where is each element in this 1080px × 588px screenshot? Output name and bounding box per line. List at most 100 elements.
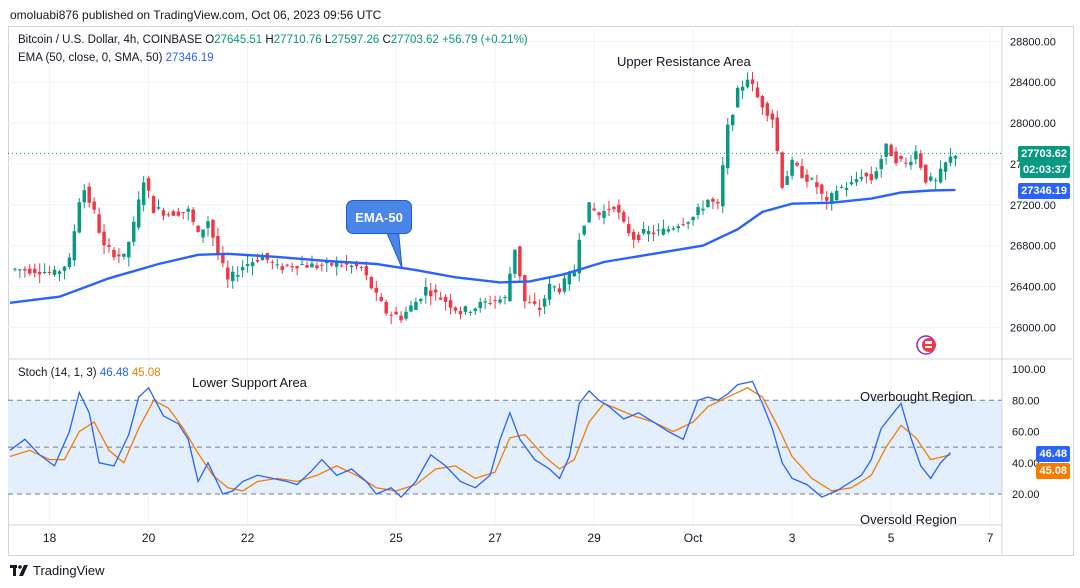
candle-body: [429, 290, 433, 297]
candle-body: [557, 288, 562, 293]
candle-body: [681, 224, 685, 226]
candle-body: [919, 153, 923, 168]
candle-body: [755, 87, 760, 98]
lower-support-label: Lower Support Area: [192, 375, 307, 390]
tradingview-logo-icon: [10, 564, 28, 576]
candle-body: [542, 298, 547, 307]
countdown-tag: 02:03:37: [1019, 162, 1070, 178]
candle-body: [775, 117, 779, 151]
candle-body: [656, 229, 661, 231]
oversold-label: Oversold Region: [860, 512, 957, 527]
ema-price-tag: 27346.19: [1018, 183, 1070, 199]
candle-body: [231, 271, 235, 282]
high-value: 27710.76: [273, 34, 322, 46]
candle-body: [523, 275, 527, 302]
candle-body: [943, 162, 948, 172]
candle-body: [191, 209, 195, 222]
candle-body: [216, 235, 220, 254]
candle-body: [795, 162, 799, 166]
candle-body: [156, 207, 161, 209]
publisher-line: omoluabi876 published on TradingView.com…: [10, 8, 382, 22]
candle-body: [82, 190, 86, 203]
candle-body: [839, 187, 844, 189]
ema-callout: EMA-50: [346, 200, 412, 234]
candle-body: [349, 265, 354, 268]
candle-body: [122, 253, 126, 257]
candle-body: [864, 172, 869, 177]
candle-body: [424, 286, 428, 296]
candle-body: [468, 311, 473, 313]
symbol-name: Bitcoin / U.S. Dollar, 4h, COINBASE: [18, 34, 203, 46]
candle-body: [765, 103, 770, 116]
stoch-tick-label: 40.00: [1012, 458, 1040, 470]
time-tick-label: 7: [987, 531, 994, 545]
candle-body: [339, 265, 344, 267]
candle-body: [186, 208, 190, 212]
price-tick-label: 28800.00: [1010, 36, 1056, 48]
candle-body: [359, 266, 364, 268]
candle-body: [552, 286, 557, 288]
flag-icon[interactable]: [916, 335, 936, 355]
candle-body: [537, 307, 542, 311]
footer-brand[interactable]: TradingView: [10, 563, 105, 578]
time-tick-label: Oct: [684, 531, 703, 545]
open-value: 27645.51: [214, 34, 263, 46]
candle-body: [750, 79, 755, 85]
candle-body: [726, 124, 730, 169]
ema-legend: EMA (50, close, 0, SMA, 50) 27346.19: [18, 52, 214, 64]
stoch-axis-ticks: 20.00 40.00 60.00 80.00 100.00: [1012, 364, 1046, 501]
candle-body: [433, 289, 438, 293]
candle-body: [587, 202, 591, 223]
stoch-tick-label: 100.00: [1012, 364, 1046, 376]
candle-body: [404, 311, 408, 319]
candle-body: [33, 268, 37, 274]
price-tick-label: 26000.00: [1010, 322, 1056, 334]
stoch-k-line: [9, 380, 951, 499]
candle-body: [161, 210, 166, 216]
candle-body: [562, 278, 567, 292]
candle-body: [676, 226, 680, 229]
ema-label: EMA (50, close, 0, SMA, 50): [18, 52, 163, 64]
candle-body: [458, 311, 463, 315]
candle-body: [691, 216, 695, 221]
candle-body: [196, 225, 200, 232]
chart-frame: [8, 26, 1074, 556]
candle-body: [938, 168, 943, 183]
candle-body: [879, 159, 883, 170]
candle-body: [384, 301, 388, 314]
l-label: L: [324, 34, 332, 46]
candle-body: [924, 164, 928, 183]
candle-body: [295, 266, 299, 269]
candle-body: [716, 201, 720, 204]
candle-body: [513, 249, 517, 274]
candle-body: [503, 296, 507, 298]
candle-body: [636, 234, 641, 240]
candle-body: [894, 151, 898, 164]
symbol-legend: Bitcoin / U.S. Dollar, 4h, COINBASE O276…: [18, 34, 528, 46]
candle-body: [800, 166, 804, 178]
time-tick-label: 27: [488, 531, 502, 545]
candle-body: [206, 221, 210, 229]
candle-body: [463, 306, 468, 312]
candle-body: [330, 263, 334, 266]
stoch-tick-label: 60.00: [1012, 427, 1040, 439]
candle-body: [221, 254, 225, 264]
candle-body: [874, 171, 878, 179]
candle-body: [42, 272, 47, 274]
candle-body: [127, 242, 131, 258]
candle-body: [136, 199, 141, 228]
candle-body: [37, 271, 42, 275]
candle-body: [780, 152, 784, 188]
candle-body: [67, 257, 72, 267]
candle-body: [132, 221, 136, 242]
candle-body: [854, 179, 859, 183]
candle-body: [235, 275, 240, 277]
candle-body: [270, 261, 275, 263]
candle-body: [928, 176, 933, 181]
candle-body: [171, 211, 176, 216]
candle-body: [201, 229, 205, 238]
candle-body: [745, 79, 750, 88]
ema-value: 27346.19: [165, 52, 214, 64]
candle-body: [904, 162, 908, 164]
